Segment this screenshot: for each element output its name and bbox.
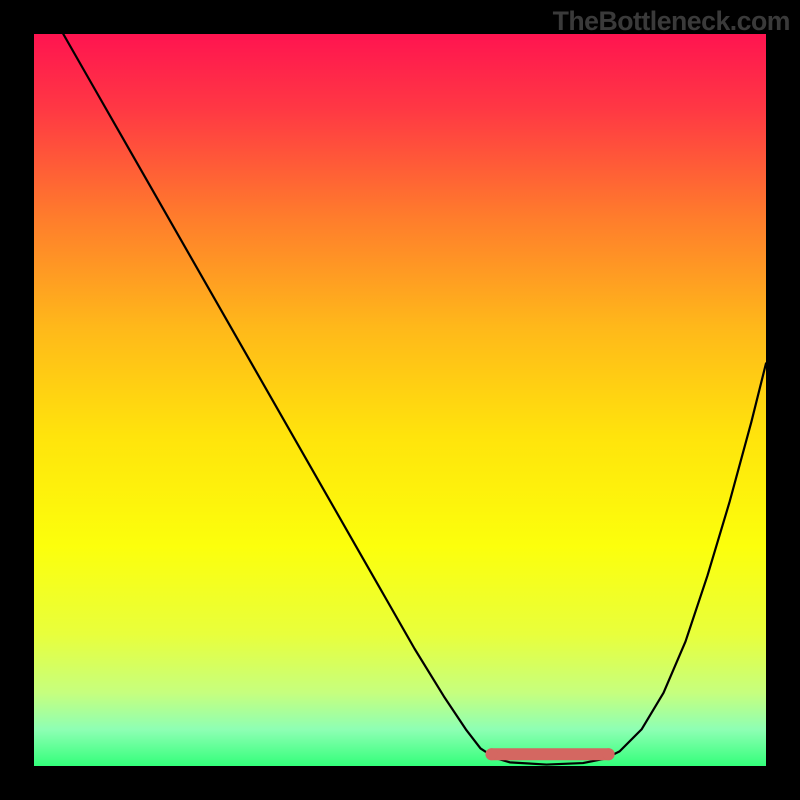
plot-background: [34, 34, 766, 766]
chart-root: TheBottleneck.com: [0, 0, 800, 800]
watermark-text: TheBottleneck.com: [553, 6, 790, 37]
min-marker-end: [603, 748, 615, 760]
chart-svg: [0, 0, 800, 800]
min-marker-start: [486, 748, 498, 760]
